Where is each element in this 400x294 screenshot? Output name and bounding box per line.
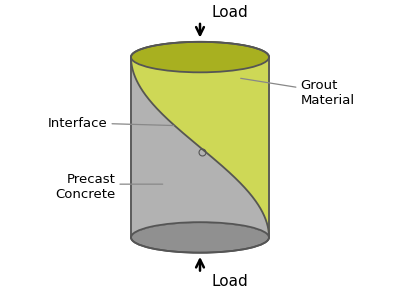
- Text: Load: Load: [212, 274, 248, 289]
- Ellipse shape: [131, 42, 269, 72]
- Text: Load: Load: [212, 5, 248, 20]
- Text: Grout
Material: Grout Material: [300, 79, 355, 107]
- Text: Precast
Concrete: Precast Concrete: [55, 173, 115, 201]
- Text: Interface: Interface: [48, 117, 107, 130]
- Ellipse shape: [131, 222, 269, 253]
- Polygon shape: [131, 42, 269, 238]
- Polygon shape: [131, 42, 269, 238]
